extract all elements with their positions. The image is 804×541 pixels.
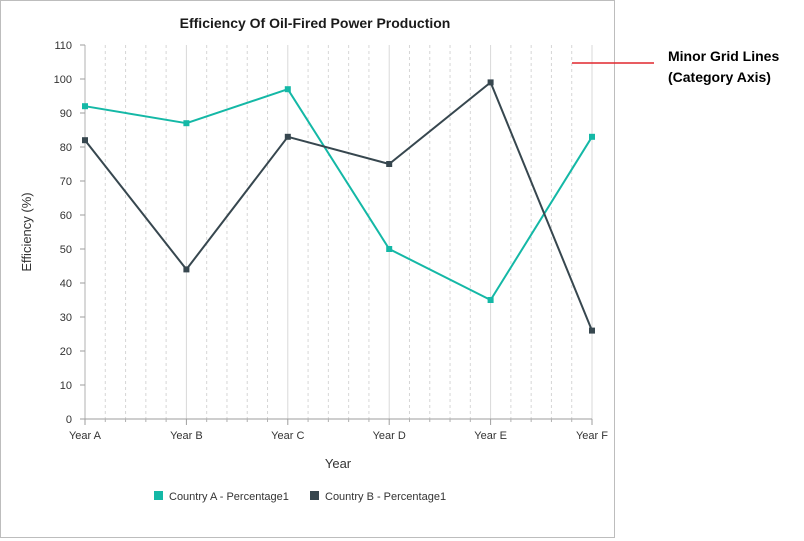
y-tick-label: 30: [60, 312, 72, 324]
y-tick-label: 110: [54, 40, 72, 52]
y-tick-label: 50: [60, 244, 72, 256]
legend-label-country-b[interactable]: Country B - Percentage1: [325, 491, 446, 503]
y-tick-label: 70: [60, 176, 72, 188]
x-tick-label: Year D: [373, 430, 406, 442]
series-lines: [82, 79, 595, 334]
legend-swatch-country-b[interactable]: [310, 491, 319, 500]
data-point[interactable]: [589, 327, 595, 334]
x-axis-title: Year: [325, 456, 352, 471]
x-tick-label: Year E: [474, 430, 507, 442]
callout-text-line1: Minor Grid Lines: [668, 48, 779, 64]
x-tick-labels: Year A Year B Year C Year D Year E Year F: [69, 430, 608, 442]
series-line-1[interactable]: [84, 81, 593, 331]
y-tick-label: 100: [54, 74, 72, 86]
data-point[interactable]: [284, 86, 291, 93]
data-point[interactable]: [386, 161, 393, 167]
x-tick-label: Year F: [576, 430, 608, 442]
data-point[interactable]: [82, 103, 88, 110]
y-tick-label: 90: [60, 108, 72, 120]
data-point[interactable]: [183, 266, 190, 273]
y-tick-label: 0: [66, 414, 72, 426]
x-tick-label: Year A: [69, 430, 102, 442]
callout-text-line2: (Category Axis): [668, 69, 771, 85]
y-tick-label: 60: [60, 210, 72, 222]
grid-lines: [104, 45, 593, 419]
y-axis-title: Efficiency (%): [19, 192, 34, 271]
y-tick-label: 80: [60, 142, 72, 154]
series-line-0[interactable]: [84, 88, 593, 301]
y-tick-label: 20: [60, 346, 72, 358]
y-tick-labels: 0 10 20 30 40 50 60 70 80 90 100 110: [54, 40, 72, 426]
data-point[interactable]: [589, 133, 595, 140]
chart-title: Efficiency Of Oil-Fired Power Production: [180, 15, 451, 31]
data-point[interactable]: [284, 133, 291, 140]
x-tick-label: Year C: [271, 430, 304, 442]
legend-label-country-a[interactable]: Country A - Percentage1: [169, 491, 289, 503]
x-tick-label: Year B: [170, 430, 203, 442]
data-point[interactable]: [386, 246, 393, 252]
chart-frame: [0, 0, 615, 538]
data-point[interactable]: [487, 297, 494, 303]
y-tick-label: 10: [60, 380, 72, 392]
axes: [80, 44, 593, 425]
data-point[interactable]: [183, 120, 190, 127]
data-point[interactable]: [82, 137, 88, 144]
legend[interactable]: Country A - Percentage1 Country B - Perc…: [154, 491, 446, 503]
legend-swatch-country-a[interactable]: [154, 491, 163, 500]
y-tick-label: 40: [60, 278, 72, 290]
data-point[interactable]: [487, 79, 494, 86]
